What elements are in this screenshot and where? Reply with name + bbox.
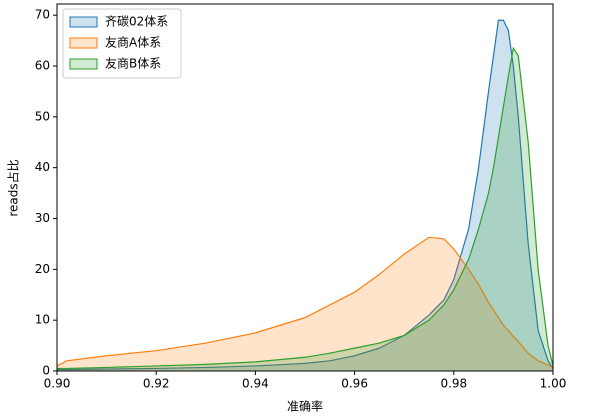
plot-frame [56,3,554,372]
y-tick-label: 40 [35,160,50,174]
area-fill [57,20,553,372]
area-fill [57,48,553,371]
y-tick-label: 30 [35,211,50,225]
area-fill [57,237,553,371]
x-tick-label: 0.94 [242,377,269,391]
y-tick-label: 20 [35,262,50,276]
legend-label: 友商B体系 [105,56,161,71]
area-line [56,236,554,368]
legend-label: 友商A体系 [105,35,161,50]
area-line [57,46,554,370]
area-line [57,19,554,371]
y-tick-label: 60 [35,59,50,73]
x-tick-label: 0.98 [440,377,467,391]
legend-label: 齐碳02体系 [105,14,168,29]
x-tick-label: 0.90 [44,377,71,391]
legend-swatch [69,58,98,70]
legend-swatch [69,16,98,28]
x-tick-label: 0.96 [341,377,368,391]
y-tick-label: 50 [35,109,50,123]
x-axis-label: 准确率 [287,399,323,414]
y-axis-label: reads占比 [6,159,21,216]
y-tick-label: 10 [35,313,50,327]
x-tick-label: 0.92 [143,377,170,391]
y-tick-label: 0 [42,364,50,378]
legend-swatch [69,37,98,49]
legend-box [62,8,182,79]
y-tick-label: 70 [35,8,50,22]
x-tick-label: 1.00 [540,377,567,391]
